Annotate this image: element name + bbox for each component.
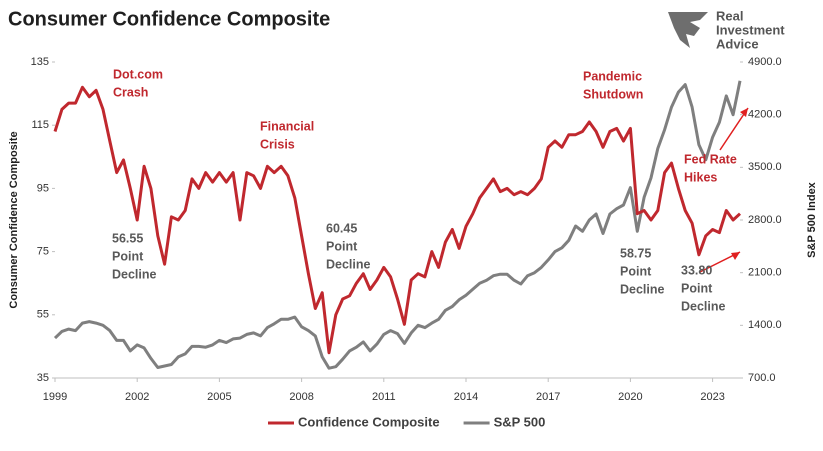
y2-axis-label: S&P 500 Index — [806, 181, 818, 257]
x-tick-label: 2020 — [618, 391, 642, 403]
brand-text: Real — [716, 8, 743, 23]
x-tick-label: 1999 — [43, 391, 67, 403]
x-tick-label: 2023 — [700, 391, 724, 403]
x-tick-label: 2011 — [372, 391, 396, 403]
arrowhead — [740, 108, 748, 117]
series-line — [53, 80, 742, 370]
chart-title: Consumer Confidence Composite — [8, 8, 330, 30]
y-tick-label: 35 — [37, 372, 49, 384]
x-tick-label: 2017 — [536, 391, 560, 403]
annotation: Hikes — [684, 170, 717, 184]
annotation: 56.55 — [112, 231, 143, 245]
x-tick-label: 2008 — [289, 391, 313, 403]
annotation: Point — [620, 264, 652, 278]
y-axis-label: Consumer Confidence Composite — [8, 131, 20, 308]
y-tick-label: 95 — [37, 182, 49, 194]
annotation: Crash — [113, 85, 148, 99]
y-tick-label: 135 — [31, 56, 49, 68]
arrow — [719, 107, 749, 151]
y2-tick-label: 4900.0 — [748, 56, 782, 68]
y2-tick-label: 3500.0 — [748, 161, 782, 173]
annotation: Point — [326, 239, 358, 253]
annotation: Pandemic — [583, 69, 642, 83]
brand-text: Advice — [716, 36, 759, 51]
logo-icon — [668, 12, 708, 48]
annotation: Decline — [112, 267, 157, 281]
annotation: 33.80 — [681, 263, 712, 277]
y-tick-label: 75 — [37, 246, 49, 258]
y2-tick-label: 2100.0 — [748, 267, 782, 279]
annotation: Financial — [260, 119, 314, 133]
logo: Real Investment Advice — [668, 8, 785, 51]
annotation: Point — [112, 249, 144, 263]
y2-tick-label: 4200.0 — [748, 109, 782, 121]
series-line — [53, 85, 742, 355]
arrowhead — [731, 252, 740, 260]
annotation: Dot.com — [113, 67, 163, 81]
annotation: Decline — [326, 257, 371, 271]
annotation: 58.75 — [620, 246, 651, 260]
annotation: Decline — [620, 282, 665, 296]
legend-label: Confidence Composite — [298, 414, 440, 429]
annotation: Point — [681, 281, 713, 295]
x-tick-label: 2002 — [125, 391, 149, 403]
annotation: Fed Rate — [684, 152, 737, 166]
x-tick-label: 2005 — [207, 391, 231, 403]
legend-label: S&P 500 — [494, 414, 546, 429]
brand-text: Investment — [716, 22, 785, 37]
annotation: Decline — [681, 299, 726, 313]
annotation: Shutdown — [583, 87, 643, 101]
y-tick-label: 55 — [37, 309, 49, 321]
y-tick-label: 115 — [31, 119, 49, 131]
annotation: 60.45 — [326, 221, 357, 235]
x-tick-label: 2014 — [454, 391, 478, 403]
y2-tick-label: 700.0 — [748, 372, 776, 384]
y2-tick-label: 1400.0 — [748, 319, 782, 331]
y2-tick-label: 2800.0 — [748, 214, 782, 226]
annotation: Crisis — [260, 137, 295, 151]
